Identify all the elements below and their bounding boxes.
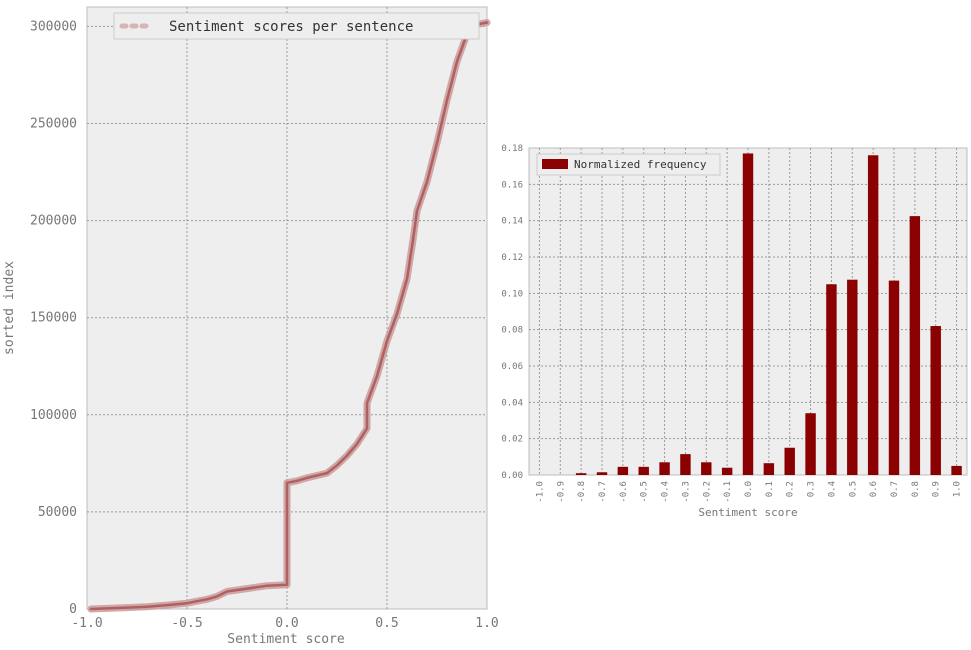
histogram-bar xyxy=(701,462,712,475)
histogram-chart: 0.00 0.02 0.04 0.06 0.08 0.10 0.12 0.14 0.16 0.18… xyxy=(501,144,968,519)
cdf-x-tick-label: 0.0 xyxy=(275,616,298,631)
histogram-x-tick-label: 0.9 xyxy=(932,481,942,497)
histogram-x-tick-label: -0.9 xyxy=(556,481,566,503)
histogram-bar xyxy=(867,155,879,475)
histogram-y-tick-label: 0.18 xyxy=(501,144,523,154)
histogram-bar xyxy=(888,280,900,475)
histogram-x-tick-label: 1.0 xyxy=(953,481,963,497)
histogram-bar xyxy=(742,153,754,475)
histogram-y-tick-label: 0.08 xyxy=(501,326,523,336)
histogram-y-tick-label: 0.12 xyxy=(501,253,523,263)
histogram-x-tick-label: 0.4 xyxy=(827,481,837,497)
histogram-y-tick-label: 0.04 xyxy=(501,398,523,408)
histogram-x-tick-label: 0.1 xyxy=(765,481,775,497)
histogram-x-tick-label: 0.2 xyxy=(786,481,796,497)
histogram-x-tick-label: 0.3 xyxy=(807,481,817,497)
histogram-bar xyxy=(826,284,837,475)
histogram-x-axis-title: Sentiment score xyxy=(698,506,797,519)
histogram-x-tick-label: -0.7 xyxy=(598,481,608,503)
histogram-x-tick-label: 0.8 xyxy=(911,481,921,497)
cdf-legend-box xyxy=(113,12,480,40)
histogram-x-ticks: -1.0 -0.9 -0.8 -0.7 -0.6 -0.5 -0.4 -0.3 -0.2 -0.1… xyxy=(535,481,962,503)
histogram-bar xyxy=(638,466,649,475)
histogram-x-tick-label: 0.7 xyxy=(890,481,900,497)
cdf-x-tick-label: 1.0 xyxy=(475,616,498,631)
histogram-x-tick-label: -0.4 xyxy=(661,481,671,503)
histogram-y-ticks: 0.00 0.02 0.04 0.06 0.08 0.10 0.12 0.14 0.16 0.18 xyxy=(501,144,523,481)
cdf-y-tick-label: 200000 xyxy=(30,214,77,229)
cdf-y-tick-label: 150000 xyxy=(30,311,77,326)
cdf-x-tick-label: -1.0 xyxy=(71,616,102,631)
histogram-bar xyxy=(721,467,733,475)
cdf-x-tick-label: 0.5 xyxy=(375,616,398,631)
cdf-line xyxy=(89,21,489,611)
histogram-x-tick-label: -0.3 xyxy=(681,481,691,503)
histogram-bar xyxy=(763,463,775,475)
histogram-y-tick-label: 0.10 xyxy=(501,289,523,299)
histogram-bar xyxy=(847,279,858,475)
cdf-legend-label: Sentiment scores per sentence xyxy=(169,19,413,35)
histogram-y-tick-label: 0.06 xyxy=(501,362,523,372)
histogram-legend-label: Normalized frequency xyxy=(574,158,707,171)
cdf-legend: Sentiment scores per sentence xyxy=(113,12,480,40)
cdf-y-tick-label: 300000 xyxy=(30,19,77,34)
histogram-bar xyxy=(784,447,795,475)
cdf-y-tick-label: 50000 xyxy=(38,505,77,520)
histogram-x-tick-label: -0.6 xyxy=(619,481,629,503)
histogram-y-tick-label: 0.00 xyxy=(501,471,523,481)
histogram-bar xyxy=(659,462,670,475)
histogram-bar xyxy=(680,454,691,475)
cdf-y-tick-label: 0 xyxy=(69,602,77,617)
cdf-chart: 0 50000 100000 150000 200000 250000 300000 -1.… xyxy=(2,6,499,647)
cdf-x-tick-label: -0.5 xyxy=(171,616,202,631)
histogram-bars xyxy=(575,153,962,475)
histogram-bar xyxy=(951,465,962,475)
histogram-x-tick-label: -0.8 xyxy=(577,481,587,503)
cdf-x-ticks: -1.0 -0.5 0.0 0.5 1.0 xyxy=(71,616,498,631)
histogram-legend-swatch xyxy=(542,159,568,169)
histogram-x-tick-label: -1.0 xyxy=(535,481,545,503)
histogram-bar xyxy=(909,216,921,475)
histogram-x-tick-label: -0.2 xyxy=(702,481,712,503)
histogram-x-tick-label: -0.5 xyxy=(640,481,650,503)
cdf-series xyxy=(87,19,491,613)
cdf-x-axis-title: Sentiment score xyxy=(227,632,345,647)
cdf-y-tick-label: 100000 xyxy=(30,408,77,423)
cdf-y-axis-title: sorted index xyxy=(2,261,17,355)
histogram-y-tick-label: 0.14 xyxy=(501,217,523,227)
histogram-legend: Normalized frequency xyxy=(536,153,721,176)
cdf-y-ticks: 0 50000 100000 150000 200000 250000 300000 xyxy=(30,19,77,617)
cdf-y-tick-label: 250000 xyxy=(30,117,77,132)
histogram-bar xyxy=(805,413,816,475)
histogram-legend-box xyxy=(536,153,721,176)
histogram-y-tick-label: 0.16 xyxy=(501,180,523,190)
histogram-x-tick-label: 0.6 xyxy=(869,481,879,497)
histogram-bar xyxy=(617,466,629,475)
histogram-bar xyxy=(575,473,587,475)
histogram-x-tick-label: 0.5 xyxy=(848,481,858,497)
histogram-y-tick-label: 0.02 xyxy=(501,435,523,445)
histogram-x-tick-label: -0.1 xyxy=(723,481,733,503)
histogram-bar xyxy=(596,472,608,475)
histogram-x-tick-label: 0.0 xyxy=(744,481,754,497)
histogram-bar xyxy=(930,326,941,475)
